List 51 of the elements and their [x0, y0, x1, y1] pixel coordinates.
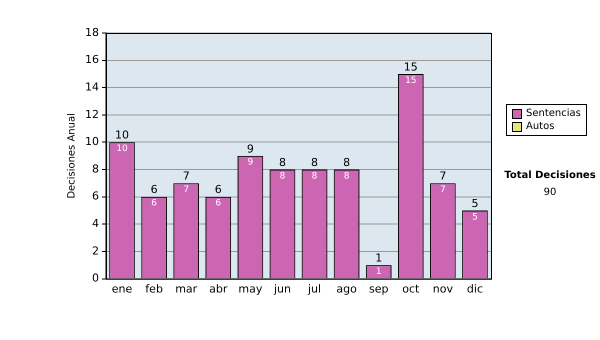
y-tick-label: 16 [84, 53, 99, 66]
total-label: 7 [439, 170, 446, 183]
total-label: 8 [278, 156, 286, 169]
data-label: 8 [280, 171, 286, 182]
legend-label: Sentencias [526, 107, 581, 120]
y-tick-label: 10 [84, 135, 99, 148]
data-label: 10 [116, 144, 128, 154]
legend-label: Autos [526, 120, 554, 133]
x-tick-label: ago [336, 282, 358, 296]
x-tick-label: jul [306, 282, 322, 296]
x-tick-label: mar [175, 282, 198, 296]
data-label: 8 [344, 171, 350, 182]
y-tick-label: 12 [84, 108, 99, 121]
data-label: 7 [440, 185, 446, 196]
total-label: 7 [182, 170, 190, 183]
x-tick-label: nov [432, 282, 454, 296]
total-label: 15 [404, 60, 418, 74]
data-label: 1 [376, 266, 382, 277]
total-label: 10 [115, 128, 130, 142]
data-label: 6 [215, 198, 222, 209]
total-label: 5 [471, 196, 478, 210]
x-tick-label: may [238, 282, 263, 296]
data-label: 8 [312, 171, 318, 182]
text: Total Decisiones [503, 170, 597, 181]
x-tick-label: feb [145, 282, 163, 296]
y-tick-label: 6 [92, 190, 99, 203]
text: 90 [542, 187, 558, 198]
y-tick-label: 0 [92, 272, 99, 285]
data-label: 5 [472, 212, 478, 222]
y-tick-label: 14 [84, 80, 99, 94]
total-label: 8 [311, 156, 318, 169]
data-label: 15 [405, 76, 417, 86]
y-tick-label: 4 [92, 217, 99, 230]
total-label: 8 [343, 156, 350, 169]
total-label: 6 [150, 183, 158, 196]
x-tick-label: sep [368, 282, 388, 296]
data-label: 6 [151, 198, 158, 209]
total-label: 9 [246, 142, 254, 156]
total-label: 1 [375, 252, 382, 265]
y-tick-label: 2 [92, 244, 99, 258]
x-tick-label: jun [272, 282, 291, 296]
total-label: 6 [214, 183, 222, 196]
data-label: 9 [248, 158, 254, 168]
y-tick-label: 8 [92, 162, 99, 176]
data-label: 7 [183, 185, 190, 196]
y-tick-label: 18 [84, 26, 99, 39]
x-tick-label: ene [112, 282, 133, 296]
x-tick-label: oct [402, 282, 420, 296]
x-tick-label: dic [466, 282, 484, 296]
x-tick-label: abr [209, 282, 228, 296]
y-axis-title: Decisiones Anual [66, 113, 78, 199]
